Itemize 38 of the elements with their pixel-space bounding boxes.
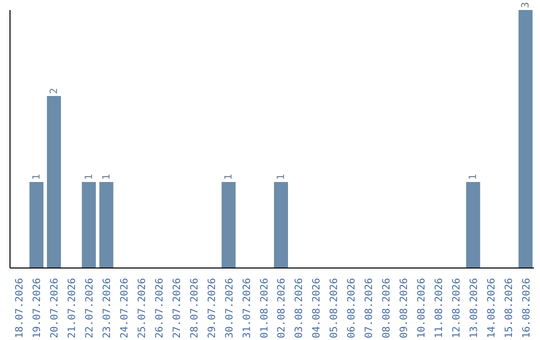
x-tick-label: 12.08.2026 — [451, 278, 462, 338]
x-tick-label: 10.08.2026 — [416, 278, 428, 338]
x-tick-label: 22.07.2026 — [84, 278, 96, 338]
x-tick-label: 07.08.2026 — [364, 278, 376, 338]
x-tick-label: 28.07.2026 — [189, 278, 200, 338]
x-tick-label: 16.08.2026 — [521, 278, 532, 338]
data-label: 1 — [84, 174, 95, 180]
x-tick-label: 06.08.2026 — [346, 278, 358, 338]
x-tick-label: 13.08.2026 — [468, 278, 480, 338]
x-tick-label: 05.08.2026 — [329, 278, 340, 338]
x-tick-label: 19.07.2026 — [32, 278, 44, 338]
x-tick-label: 23.07.2026 — [102, 278, 114, 338]
x-tick-label: 01.08.2026 — [259, 278, 270, 338]
x-tick-label: 31.07.2026 — [242, 278, 253, 338]
x-tick-label: 14.08.2026 — [486, 278, 498, 338]
x-tick-label: 15.08.2026 — [504, 278, 515, 338]
x-tick-label: 02.08.2026 — [276, 278, 288, 338]
x-tick-label: 20.07.2026 — [50, 278, 61, 338]
data-label: 3 — [520, 2, 532, 8]
data-label: 2 — [48, 88, 60, 94]
x-tick-label: 09.08.2026 — [399, 278, 410, 338]
x-tick-label: 21.07.2026 — [67, 278, 78, 338]
x-tick-label: 03.08.2026 — [294, 278, 306, 338]
x-tick-label: 11.08.2026 — [434, 278, 445, 338]
data-label: 1 — [224, 174, 235, 180]
x-tick-label: 18.07.2026 — [14, 278, 26, 338]
x-tick-label: 29.07.2026 — [206, 278, 218, 338]
data-label: 1 — [31, 174, 42, 180]
x-tick-label: 30.07.2026 — [224, 278, 236, 338]
data-label: 1 — [468, 174, 480, 180]
x-tick-label: 27.07.2026 — [172, 278, 183, 338]
x-tick-label: 04.08.2026 — [312, 278, 323, 338]
x-tick-label: 08.08.2026 — [382, 278, 393, 338]
data-label: 1 — [101, 174, 112, 180]
x-tick-label: 25.07.2026 — [137, 278, 148, 338]
x-tick-label: 26.07.2026 — [154, 278, 166, 338]
data-label: 1 — [276, 174, 287, 180]
x-tick-label: 24.07.2026 — [120, 278, 131, 338]
